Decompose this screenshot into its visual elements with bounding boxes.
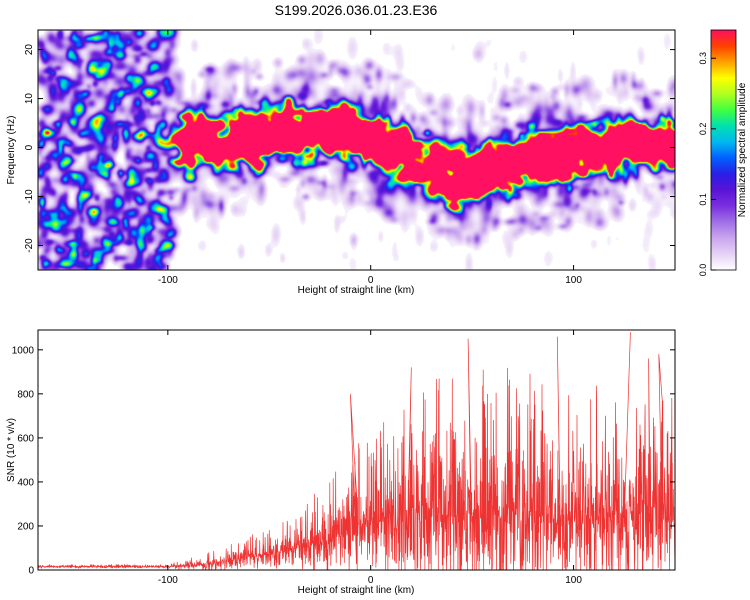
colorbar-ticks: 0.0 0.1 0.2 0.3 xyxy=(698,52,716,276)
colorbar-tick-label: 0.0 xyxy=(698,264,708,277)
colorbar-tick-label: 0.1 xyxy=(698,193,708,206)
x-tick-label: 0 xyxy=(368,275,374,286)
snr-ylabel: SNR (10 * v/v) xyxy=(6,418,17,482)
y-tick-label: 200 xyxy=(17,521,34,532)
y-tick-label: 0 xyxy=(24,144,35,150)
y-tick-label: 0 xyxy=(28,566,34,577)
x-tick-label: -100 xyxy=(158,575,178,586)
y-tick-label: 1000 xyxy=(12,345,35,356)
colorbar-tick-label: 0.3 xyxy=(698,52,708,65)
x-tick-label: -100 xyxy=(158,275,178,286)
x-tick-label: 100 xyxy=(565,275,582,286)
colorbar-label: Normalized spectral amplitude xyxy=(737,82,748,217)
snr-frame xyxy=(37,329,676,571)
snr-series-line xyxy=(38,332,675,570)
snr-xlabel: Height of straight line (km) xyxy=(298,585,415,596)
spectrogram-heatmap xyxy=(38,30,675,270)
colorbar-gradient xyxy=(710,29,737,271)
y-tick-label: 400 xyxy=(17,477,34,488)
spectrogram-ylabel: Frequency (Hz) xyxy=(6,116,17,185)
x-tick-label: 100 xyxy=(565,575,582,586)
y-tick-label: -20 xyxy=(24,238,35,253)
y-tick-label: 20 xyxy=(24,44,35,56)
colorbar-tick-label: 0.2 xyxy=(698,123,708,136)
spectrogram-frame xyxy=(37,29,676,271)
colorbar: 0.0 0.1 0.2 0.3 Normalized spectral amplitu… xyxy=(698,29,748,276)
spectrogram-xlabel: Height of straight line (km) xyxy=(298,285,415,296)
x-tick-label: 0 xyxy=(368,575,374,586)
y-tick-label: -10 xyxy=(24,189,35,204)
y-tick-label: 800 xyxy=(17,389,34,400)
y-tick-label: 10 xyxy=(24,93,35,105)
figure-title: S199.2026.036.01.23.E36 xyxy=(275,2,438,18)
y-tick-label: 600 xyxy=(17,433,34,444)
